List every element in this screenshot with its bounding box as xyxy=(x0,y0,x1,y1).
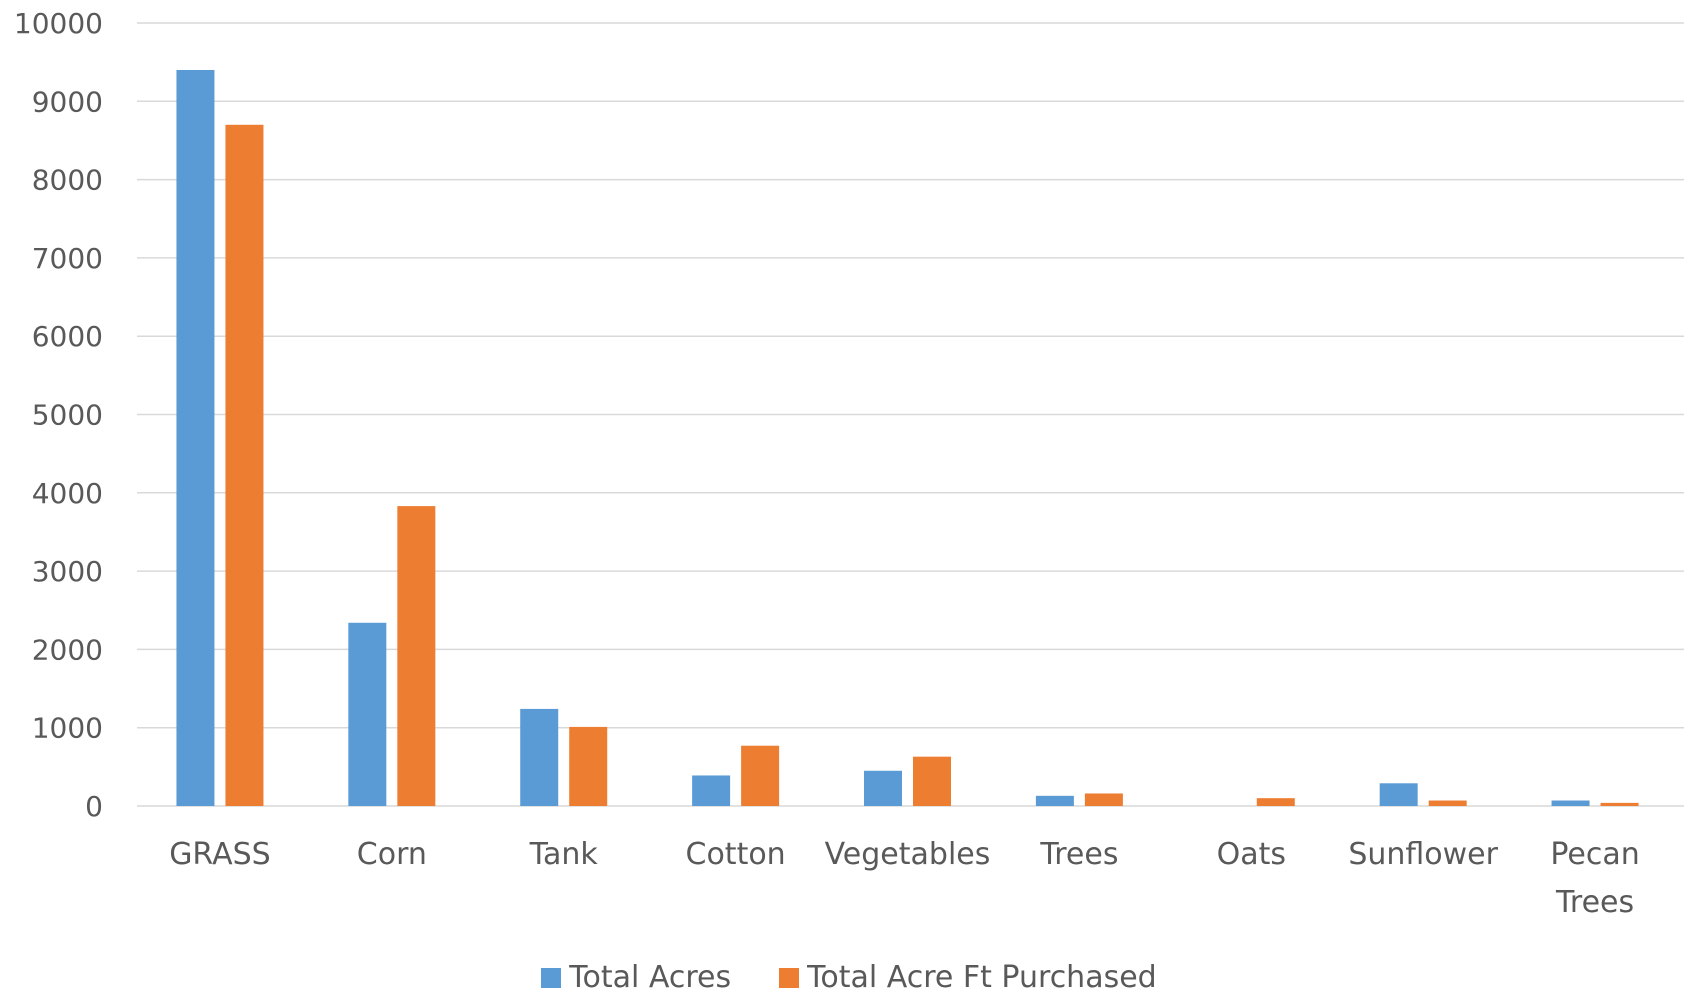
bar-total-acres-vegetables xyxy=(864,770,902,806)
bar-total-acres-trees xyxy=(1035,795,1074,806)
x-tick-label: Trees xyxy=(1039,837,1118,872)
bars xyxy=(176,69,1639,807)
x-tick-label: Tank xyxy=(529,837,599,872)
bar-total-acre-ft-purchased-pecan-trees xyxy=(1600,802,1639,806)
x-tick-label: Pecan Trees xyxy=(1550,837,1639,920)
bar-total-acres-cotton xyxy=(692,775,731,806)
y-tick-label: 1000 xyxy=(32,712,103,745)
bar-total-acres-grass xyxy=(176,69,215,807)
y-axis-ticks: 0 1000 2000 3000 4000 5000 6000 7000 8000 9000 100… xyxy=(14,7,103,823)
y-tick-label: 6000 xyxy=(32,320,103,353)
bar-total-acre-ft-purchased-grass xyxy=(225,124,264,807)
legend-swatch-total-acre-ft-purchased xyxy=(779,968,800,988)
x-axis-labels: GRASS Corn Tank Cotton Vegetables Trees Oats Su… xyxy=(169,837,1640,920)
x-tick-label: GRASS xyxy=(169,837,270,872)
y-tick-label: 0 xyxy=(85,790,103,823)
y-tick-label: 7000 xyxy=(32,242,103,275)
y-tick-label: 10000 xyxy=(14,7,103,40)
bar-total-acre-ft-purchased-oats xyxy=(1256,798,1295,806)
bar-total-acre-ft-purchased-tank xyxy=(569,726,608,806)
legend-item-total-acre-ft-purchased: Total Acre Ft Purchased xyxy=(779,958,1157,998)
legend-swatch-total-acres xyxy=(541,968,562,988)
x-tick-label: Cotton xyxy=(686,837,786,872)
legend-item-total-acres: Total Acres xyxy=(541,958,731,998)
bar-total-acre-ft-purchased-trees xyxy=(1084,793,1123,806)
x-tick-label: Sunflower xyxy=(1348,837,1498,872)
y-tick-label: 5000 xyxy=(32,399,103,432)
x-tick-label: Corn xyxy=(357,837,427,872)
bar-total-acres-pecan-trees xyxy=(1551,800,1590,806)
bar-total-acre-ft-purchased-corn xyxy=(397,506,436,806)
bar-total-acre-ft-purchased-sunflower xyxy=(1428,800,1467,806)
y-tick-label: 4000 xyxy=(32,477,103,510)
gridlines xyxy=(137,22,1684,807)
bar-total-acres-sunflower xyxy=(1379,783,1418,806)
x-tick-label: Oats xyxy=(1217,837,1286,872)
y-tick-label: 2000 xyxy=(32,633,103,666)
y-tick-label: 3000 xyxy=(32,555,103,588)
legend: Total Acres Total Acre Ft Purchased xyxy=(0,958,1698,998)
bar-total-acres-tank xyxy=(520,708,559,806)
legend-label-total-acres: Total Acres xyxy=(569,960,732,995)
y-tick-label: 8000 xyxy=(32,164,103,197)
y-tick-label: 9000 xyxy=(32,85,103,118)
bar-total-acre-ft-purchased-vegetables xyxy=(913,756,951,806)
x-tick-label: Vegetables xyxy=(825,837,991,872)
legend-label-total-acre-ft-purchased: Total Acre Ft Purchased xyxy=(807,960,1157,995)
bar-total-acres-corn xyxy=(348,622,387,806)
bar-total-acre-ft-purchased-cotton xyxy=(741,745,780,806)
